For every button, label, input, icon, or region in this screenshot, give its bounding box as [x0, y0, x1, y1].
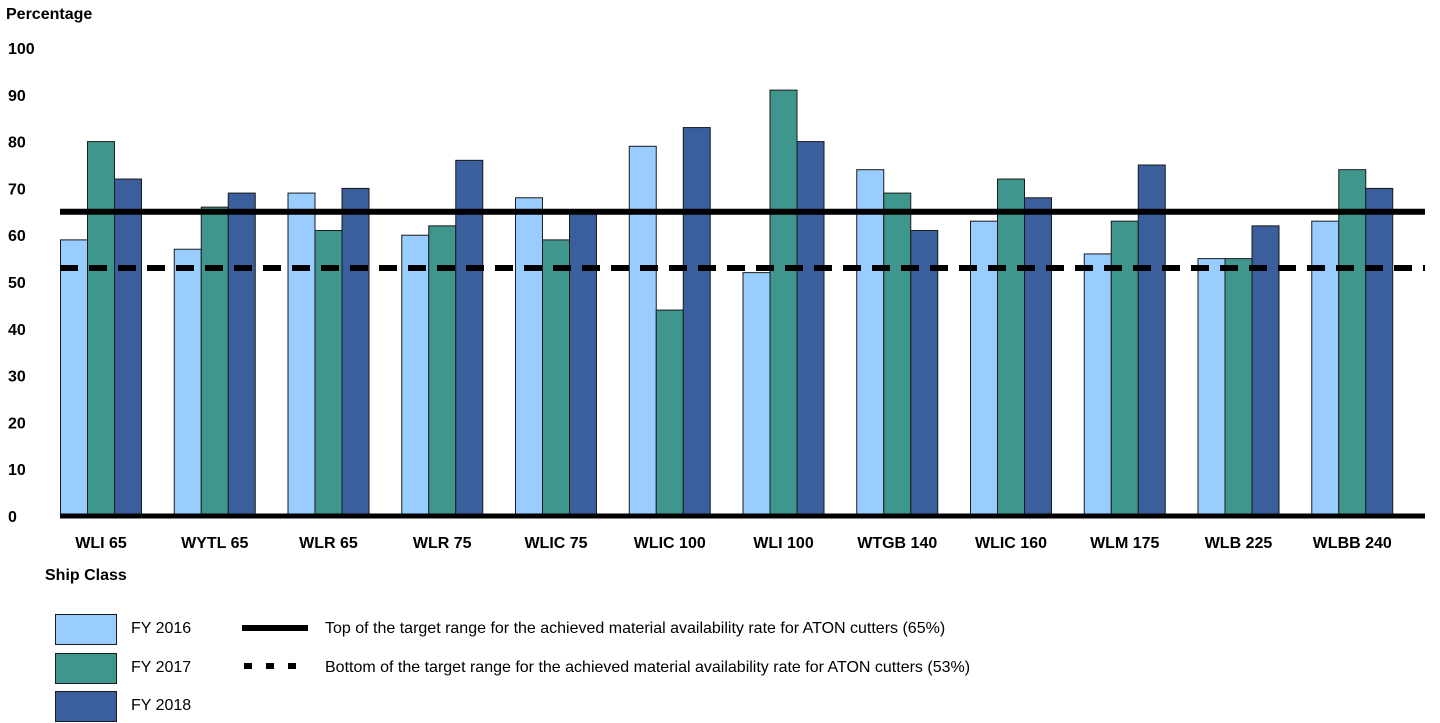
x-tick-label-wlbb-240: WLBB 240: [1313, 535, 1392, 552]
y-tick-label: 0: [8, 509, 17, 526]
bar-wlb-225-fy-2018: [1251, 225, 1280, 517]
x-tick-label-wtgb-140: WTGB 140: [857, 535, 937, 552]
bar-wlic-160-fy-2018: [1024, 197, 1052, 517]
y-tick-label: 20: [8, 415, 26, 432]
y-tick-label: 60: [8, 228, 26, 245]
x-tick-label-wli-65: WLI 65: [75, 535, 127, 552]
bar-wlr-65-fy-2016: [287, 192, 316, 517]
bar-wlr-65-fy-2018: [341, 187, 370, 517]
bar-wtgb-140-fy-2016: [856, 169, 885, 517]
bar-wlic-75-fy-2016: [515, 197, 543, 517]
legend-label-bottom-target: Bottom of the target range for the achie…: [325, 659, 971, 676]
y-tick-label: 10: [8, 462, 26, 479]
bar-wytl-65-fy-2016: [173, 248, 202, 517]
x-tick-label-wli-100: WLI 100: [753, 535, 814, 552]
bar-wytl-65-fy-2018: [227, 192, 256, 517]
x-tick-label-wlic-100: WLIC 100: [634, 535, 706, 552]
y-tick-label: 80: [8, 135, 26, 152]
legend-dashed-line: [244, 663, 310, 669]
bar-wtgb-140-fy-2017: [883, 192, 912, 517]
legend-swatch-fy2018: [55, 691, 117, 722]
y-tick-label: 100: [8, 41, 35, 58]
x-tick-label-wlic-75: WLIC 75: [524, 535, 587, 552]
y-axis-title: Percentage: [6, 6, 93, 23]
bar-wli-65-fy-2016: [60, 239, 88, 517]
bar-wlic-75-fy-2018: [569, 211, 597, 517]
bar-wli-65-fy-2018: [114, 178, 142, 517]
bar-wli-65-fy-2017: [87, 141, 115, 517]
y-tick-label: 30: [8, 369, 26, 386]
bar-wlic-100-fy-2018: [682, 127, 711, 517]
bar-wlic-100-fy-2017: [655, 309, 684, 517]
bar-wli-100-fy-2018: [796, 141, 825, 517]
bar-wtgb-140-fy-2018: [910, 230, 939, 517]
legend-solid-line: [242, 625, 308, 631]
y-tick-label: 90: [8, 88, 26, 105]
legend-label-fy2017: FY 2017: [131, 659, 192, 676]
y-tick-label: 50: [8, 275, 26, 292]
legend-swatch-fy2016: [55, 614, 117, 645]
bar-chart: 0 10 20 30 40 50 60 70 80 90 100 WLI 65 WYTL 65 WLR 6…: [8, 41, 1425, 552]
legend-label-top-target: Top of the target range for the achieved…: [325, 620, 946, 637]
x-tick-label-wlic-160: WLIC 160: [975, 535, 1047, 552]
bar-wlb-225-fy-2016: [1197, 258, 1226, 517]
bar-wlbb-240-fy-2018: [1365, 187, 1394, 517]
bar-wli-100-fy-2017: [769, 89, 798, 517]
y-tick-label: 40: [8, 322, 26, 339]
bar-wlic-75-fy-2017: [542, 239, 570, 517]
bar-wlr-75-fy-2016: [401, 234, 430, 517]
x-tick-label-wlr-75: WLR 75: [413, 535, 472, 552]
legend-label-fy2018: FY 2018: [131, 697, 192, 714]
y-tick-label: 70: [8, 181, 26, 198]
bar-wlic-100-fy-2016: [628, 145, 657, 517]
x-axis-title: Ship Class: [45, 567, 127, 584]
bar-wlm-175-fy-2016: [1083, 253, 1112, 517]
legend-label-fy2016: FY 2016: [131, 620, 192, 637]
bar-wlb-225-fy-2017: [1224, 258, 1253, 517]
bar-wlr-65-fy-2017: [314, 230, 343, 517]
bar-wytl-65-fy-2017: [200, 206, 229, 517]
legend-swatch-fy2017: [55, 653, 117, 684]
x-tick-label-wytl-65: WYTL 65: [181, 535, 248, 552]
x-tick-label-wlb-225: WLB 225: [1205, 535, 1273, 552]
bar-wli-100-fy-2016: [742, 272, 771, 517]
bar-wlbb-240-fy-2017: [1338, 169, 1367, 517]
x-tick-label-wlr-65: WLR 65: [299, 535, 358, 552]
bar-wlic-160-fy-2017: [997, 178, 1025, 517]
bar-wlm-175-fy-2018: [1137, 164, 1166, 517]
x-tick-label-wlm-175: WLM 175: [1090, 535, 1159, 552]
